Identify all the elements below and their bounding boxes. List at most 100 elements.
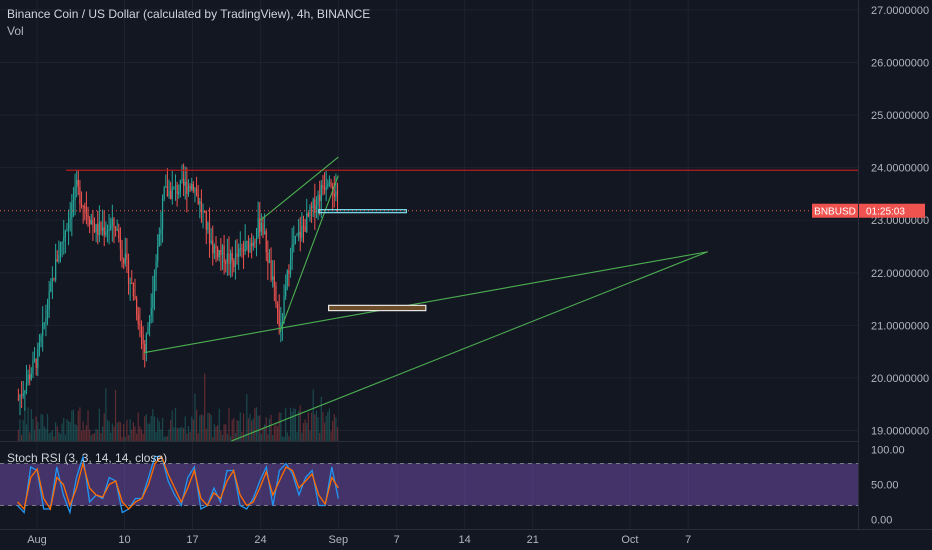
candle[interactable] bbox=[166, 186, 169, 197]
candle[interactable] bbox=[106, 230, 109, 233]
candle[interactable] bbox=[238, 248, 240, 257]
candle[interactable] bbox=[289, 260, 292, 274]
candle[interactable] bbox=[330, 181, 332, 187]
candle[interactable] bbox=[251, 243, 253, 246]
candle[interactable] bbox=[260, 222, 262, 232]
trendline[interactable] bbox=[143, 251, 708, 354]
candle[interactable] bbox=[145, 334, 147, 354]
candle[interactable] bbox=[325, 185, 327, 191]
candle[interactable] bbox=[45, 317, 47, 323]
candle[interactable] bbox=[176, 185, 178, 195]
candle[interactable] bbox=[64, 231, 66, 238]
candle[interactable] bbox=[134, 296, 136, 299]
candle[interactable] bbox=[218, 250, 220, 258]
candle[interactable] bbox=[69, 218, 71, 220]
candle[interactable] bbox=[301, 225, 303, 238]
candle[interactable] bbox=[333, 193, 335, 197]
candle[interactable] bbox=[244, 242, 246, 252]
candle[interactable] bbox=[95, 224, 97, 233]
candle[interactable] bbox=[264, 231, 266, 235]
candle[interactable] bbox=[40, 335, 42, 343]
candle[interactable] bbox=[247, 241, 250, 253]
candle[interactable] bbox=[327, 184, 329, 186]
candle[interactable] bbox=[53, 278, 55, 280]
candle[interactable] bbox=[293, 243, 295, 245]
candle[interactable] bbox=[217, 248, 219, 258]
candle[interactable] bbox=[320, 184, 322, 202]
candle[interactable] bbox=[71, 202, 73, 219]
candle[interactable] bbox=[171, 187, 173, 200]
range-box-upper[interactable] bbox=[318, 209, 407, 214]
candle[interactable] bbox=[199, 201, 201, 204]
candle[interactable] bbox=[158, 234, 160, 246]
candle[interactable] bbox=[126, 253, 128, 260]
candle[interactable] bbox=[30, 373, 32, 380]
candle[interactable] bbox=[298, 231, 300, 235]
candle[interactable] bbox=[87, 213, 89, 220]
candle[interactable] bbox=[267, 252, 269, 263]
candle[interactable] bbox=[174, 185, 177, 187]
candle[interactable] bbox=[100, 222, 102, 232]
candle[interactable] bbox=[242, 249, 245, 252]
candle[interactable] bbox=[207, 222, 209, 230]
candle[interactable] bbox=[183, 178, 185, 186]
candle[interactable] bbox=[283, 296, 285, 323]
candle[interactable] bbox=[144, 344, 146, 354]
candle[interactable] bbox=[42, 323, 44, 336]
candle[interactable] bbox=[92, 220, 94, 225]
candle[interactable] bbox=[155, 261, 157, 277]
candle[interactable] bbox=[84, 206, 86, 209]
candle[interactable] bbox=[90, 220, 92, 225]
candle[interactable] bbox=[102, 227, 104, 232]
stoch-series-d[interactable] bbox=[17, 455, 339, 511]
candle[interactable] bbox=[160, 229, 162, 235]
candle[interactable] bbox=[51, 278, 53, 283]
candle[interactable] bbox=[278, 310, 280, 326]
candle[interactable] bbox=[55, 259, 57, 280]
trendline[interactable] bbox=[279, 175, 339, 332]
candle[interactable] bbox=[257, 218, 259, 237]
candles[interactable] bbox=[17, 163, 339, 416]
candle[interactable] bbox=[46, 309, 49, 318]
candle[interactable] bbox=[157, 245, 159, 262]
candle[interactable] bbox=[192, 184, 194, 192]
candle[interactable] bbox=[129, 283, 131, 285]
candle[interactable] bbox=[35, 359, 37, 368]
drawings[interactable] bbox=[0, 156, 858, 442]
candle[interactable] bbox=[231, 253, 233, 261]
candle[interactable] bbox=[98, 222, 100, 236]
candle[interactable] bbox=[165, 186, 167, 188]
candle[interactable] bbox=[221, 245, 224, 255]
candle[interactable] bbox=[272, 276, 274, 280]
candle[interactable] bbox=[254, 242, 256, 244]
candle[interactable] bbox=[187, 186, 190, 195]
candle[interactable] bbox=[335, 191, 337, 197]
candle[interactable] bbox=[24, 390, 26, 394]
candle[interactable] bbox=[61, 241, 63, 244]
candle[interactable] bbox=[306, 213, 308, 232]
candle[interactable] bbox=[131, 283, 133, 285]
candle[interactable] bbox=[38, 342, 41, 349]
candle[interactable] bbox=[213, 245, 215, 254]
candle[interactable] bbox=[114, 226, 117, 231]
candle[interactable] bbox=[170, 190, 172, 200]
candle[interactable] bbox=[291, 244, 293, 261]
candle[interactable] bbox=[80, 203, 83, 206]
candle[interactable] bbox=[296, 234, 298, 237]
candle[interactable] bbox=[319, 195, 321, 202]
candle[interactable] bbox=[229, 253, 232, 264]
candle[interactable] bbox=[322, 184, 324, 189]
candle[interactable] bbox=[273, 276, 275, 287]
trendline[interactable] bbox=[231, 251, 708, 442]
candle[interactable] bbox=[97, 224, 99, 236]
candle[interactable] bbox=[124, 253, 126, 264]
candle[interactable] bbox=[234, 253, 237, 267]
candle[interactable] bbox=[79, 186, 81, 204]
candle[interactable] bbox=[121, 249, 123, 260]
candle[interactable] bbox=[223, 245, 225, 263]
candle[interactable] bbox=[152, 293, 154, 308]
candle[interactable] bbox=[304, 226, 306, 232]
candle[interactable] bbox=[262, 222, 264, 235]
candle[interactable] bbox=[76, 179, 78, 186]
candle[interactable] bbox=[312, 199, 314, 209]
